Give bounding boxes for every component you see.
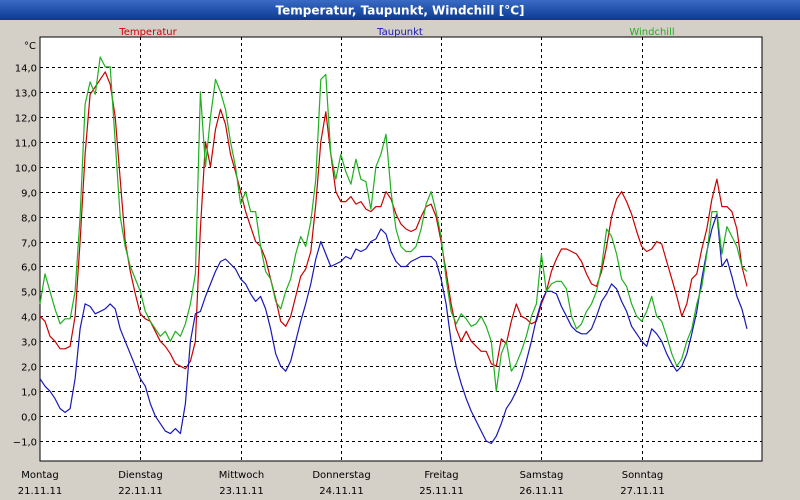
title-bar: [0, 0, 800, 20]
y-tick-label: 9,0: [21, 189, 37, 200]
day-label: Donnerstag: [312, 470, 370, 481]
y-unit-label: °C: [24, 41, 36, 52]
y-tick-label: 4,0: [21, 313, 37, 324]
date-label: 24.11.11: [319, 486, 364, 497]
y-tick-label: 10,0: [15, 164, 37, 175]
date-label: 23.11.11: [219, 486, 264, 497]
legend-taupunkt: Taupunkt: [376, 27, 423, 38]
y-tick-label: 7,0: [21, 239, 37, 250]
day-label: Freitag: [424, 470, 458, 481]
y-tick-label: 3,0: [21, 338, 37, 349]
y-tick-label: 12,0: [15, 114, 37, 125]
y-tick-label: 0,0: [21, 413, 37, 424]
legend-windchill: Windchill: [629, 27, 674, 38]
date-label: 26.11.11: [519, 486, 564, 497]
y-tick-label: 1,0: [21, 388, 37, 399]
day-label: Mittwoch: [219, 470, 264, 481]
series-lines: [39, 56, 748, 445]
date-label: 27.11.11: [620, 486, 665, 497]
y-tick-label: 8,0: [21, 214, 37, 225]
day-label: Dienstag: [118, 470, 163, 481]
y-tick-labels: −1,0 0,0 1,0 2,0 3,0 4,0 5,0 6,0 7,0 8,0 9,0 10,0 11…: [13, 64, 37, 449]
x-day-labels: Montag 21.11.11 Dienstag 22.11.11 Mittwoch 23…: [18, 470, 665, 497]
y-tick-label: −1,0: [13, 438, 37, 449]
y-tick-label: 2,0: [21, 363, 37, 374]
series-line-windchill: [39, 56, 748, 392]
day-label: Montag: [21, 470, 58, 481]
day-label: Sonntag: [622, 470, 664, 481]
y-tick-label: 5,0: [21, 288, 37, 299]
y-tick-label: 13,0: [15, 89, 37, 100]
legend-temperatur: Temperatur: [118, 27, 177, 38]
y-tick-label: 14,0: [15, 64, 37, 75]
date-label: 21.11.11: [18, 486, 63, 497]
date-label: 25.11.11: [419, 486, 464, 497]
date-label: 22.11.11: [118, 486, 163, 497]
y-tick-label: 11,0: [15, 139, 37, 150]
plot-area: [39, 36, 763, 462]
chart-title: Temperatur, Taupunkt, Windchill [°C]: [276, 4, 525, 18]
series-line-taupunkt: [39, 213, 748, 445]
day-label: Samstag: [520, 470, 564, 481]
y-tick-label: 6,0: [21, 263, 37, 274]
